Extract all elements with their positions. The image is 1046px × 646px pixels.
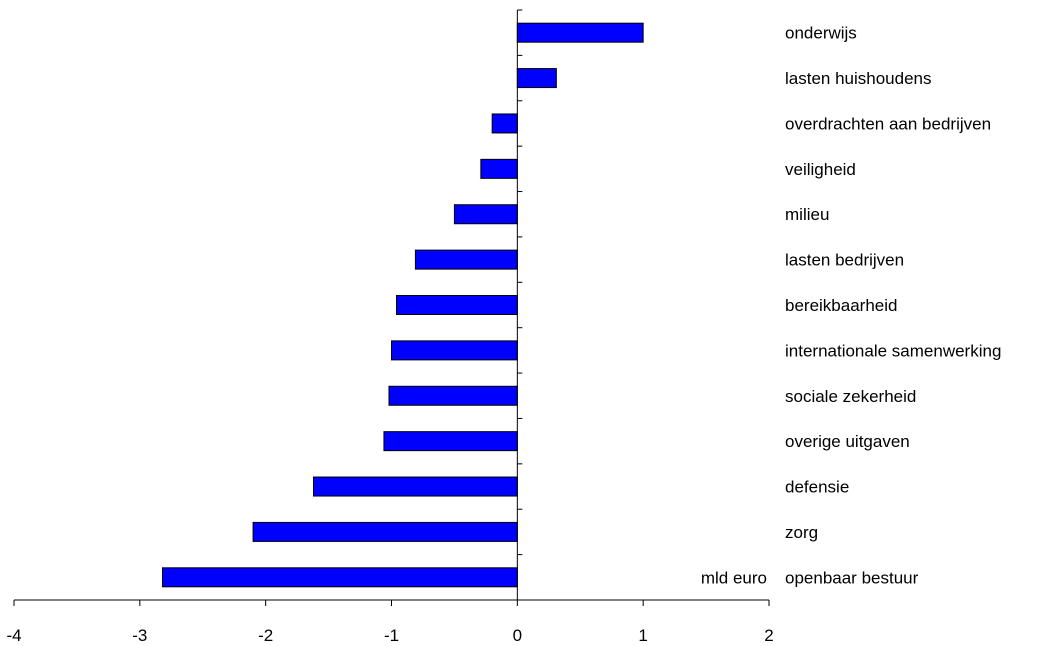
category-label-6: bereikbaarheid [785,296,897,315]
category-label-12: openbaar bestuur [785,568,919,587]
bar-3 [480,158,518,179]
bar-10 [312,476,518,497]
category-label-8: sociale zekerheid [785,387,916,406]
bar-0 [516,22,644,43]
bar-5 [414,249,518,270]
bar-9 [383,431,518,452]
category-label-0: onderwijs [785,24,857,43]
bar-7 [391,340,518,361]
x-tick-label-3: -1 [384,626,399,645]
category-label-2: overdrachten aan bedrijven [785,114,991,133]
y-axis-ticks [517,9,523,601]
x-tick-label-2: -2 [258,626,273,645]
category-label-5: lasten bedrijven [785,251,904,270]
bar-2 [491,113,518,134]
x-tick-label-6: 2 [764,626,773,645]
category-label-11: zorg [785,523,818,542]
x-tick-label-4: 0 [513,626,522,645]
bar-8 [388,385,518,406]
bar-4 [453,204,518,225]
bar-1 [516,68,557,89]
category-label-10: defensie [785,478,849,497]
bar-6 [396,295,518,315]
x-axis-tick-labels: -4 -3 -2 -1 0 1 2 [6,626,773,645]
x-axis-ticks [13,600,770,606]
unit-label: mld euro [701,568,767,587]
bar-12 [161,567,518,588]
x-tick-label-5: 1 [638,626,647,645]
category-labels: onderwijs lasten huishoudens overdrachten … [785,24,1001,588]
bar-11 [252,521,518,542]
category-label-4: milieu [785,205,829,224]
category-label-9: overige uitgaven [785,432,910,451]
category-label-1: lasten huishoudens [785,69,932,88]
x-tick-label-1: -3 [132,626,147,645]
category-label-3: veiligheid [785,160,856,179]
category-label-7: internationale samenwerking [785,341,1001,360]
x-tick-label-0: -4 [6,626,21,645]
bars-group [161,22,644,588]
